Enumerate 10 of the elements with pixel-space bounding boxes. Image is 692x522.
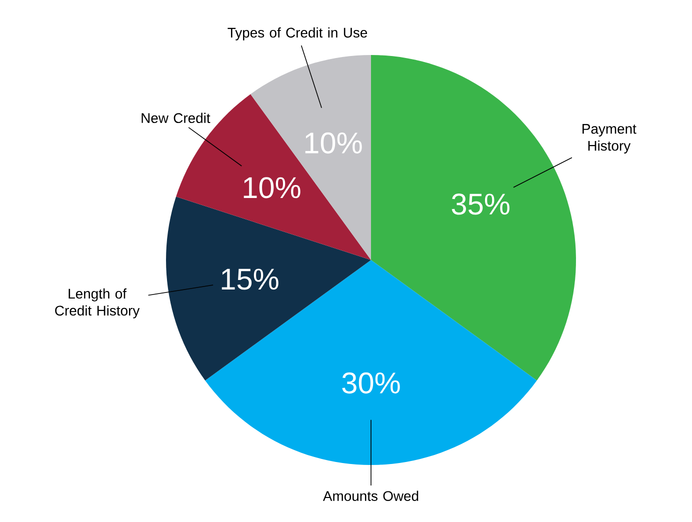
data-label: 10% bbox=[305, 132, 362, 154]
data-label: 30% bbox=[342, 372, 400, 394]
data-label: 10% bbox=[244, 177, 300, 198]
data-label: 15% bbox=[222, 268, 278, 290]
data-label: 35% bbox=[452, 194, 510, 215]
slice-label: Amounts Owed bbox=[322, 490, 418, 501]
slice-label: Types of Credit in Use bbox=[228, 27, 368, 40]
slice-label: New Credit bbox=[142, 112, 210, 124]
slice-label: Length of Credit History bbox=[55, 288, 140, 318]
slice-label: Payment History bbox=[582, 124, 636, 154]
